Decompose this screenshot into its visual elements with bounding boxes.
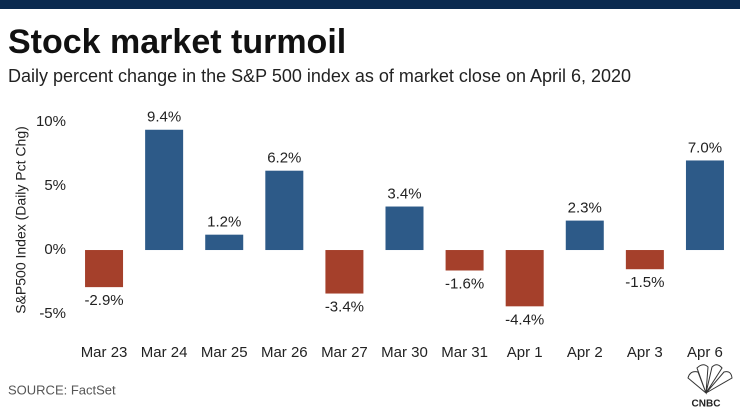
y-tick-label: -5%	[39, 305, 66, 322]
bar	[685, 160, 724, 251]
logo-peacock	[687, 364, 733, 395]
top-bar	[0, 0, 740, 9]
x-tick-label: Apr 2	[567, 344, 603, 361]
data-label: -1.6%	[445, 275, 484, 292]
bar	[145, 129, 184, 251]
bar	[385, 206, 424, 251]
bar	[205, 234, 244, 251]
x-tick-label: Mar 26	[261, 344, 308, 361]
y-axis-label: S&P500 Index (Daily Pct Chg)	[13, 126, 29, 314]
chart-title: Stock market turmoil	[8, 23, 346, 61]
bar	[565, 220, 604, 251]
data-label: -1.5%	[625, 274, 664, 291]
x-tick-label: Apr 6	[687, 344, 723, 361]
x-tick-label: Mar 24	[141, 344, 188, 361]
x-tick-label: Mar 30	[381, 344, 428, 361]
chart-subtitle: Daily percent change in the S&P 500 inde…	[8, 66, 631, 86]
bar	[265, 170, 304, 251]
bar	[445, 250, 484, 271]
data-label: 7.0%	[688, 139, 722, 156]
y-tick-label: 0%	[44, 241, 66, 258]
data-label: -3.4%	[325, 299, 364, 316]
x-tick-label: Mar 27	[321, 344, 368, 361]
data-label: -4.4%	[505, 311, 544, 328]
data-label: 6.2%	[267, 150, 301, 167]
data-label: 2.3%	[568, 200, 602, 217]
x-tick-label: Apr 1	[507, 344, 543, 361]
data-label: -2.9%	[84, 292, 123, 309]
source: SOURCE: FactSet	[8, 382, 116, 397]
data-label: 3.4%	[387, 185, 421, 202]
x-tick-label: Mar 31	[441, 344, 488, 361]
data-label: 9.4%	[147, 109, 181, 126]
logo: CNBC	[687, 364, 733, 410]
bar	[625, 250, 664, 270]
y-tick-label: 5%	[44, 177, 66, 194]
bar	[85, 250, 124, 288]
y-tick-label: 10%	[36, 113, 66, 130]
logo-text: CNBC	[692, 399, 721, 410]
bar	[505, 250, 544, 307]
data-label: 1.2%	[207, 214, 241, 231]
x-tick-label: Apr 3	[627, 344, 663, 361]
x-tick-label: Mar 25	[201, 344, 248, 361]
x-tick-label: Mar 23	[81, 344, 128, 361]
bar	[325, 250, 364, 294]
